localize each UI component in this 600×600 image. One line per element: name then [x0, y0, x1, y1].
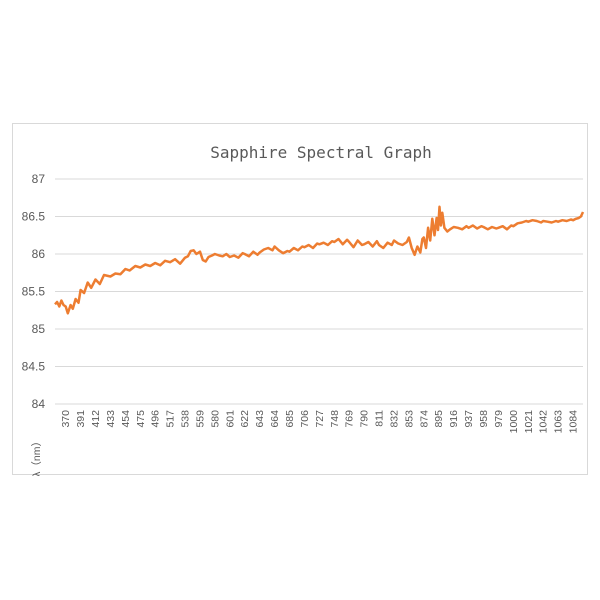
chart-title: Sapphire Spectral Graph	[210, 143, 432, 162]
x-tick-label: 706	[299, 410, 311, 428]
x-tick-label: 412	[90, 410, 102, 428]
series-layer	[54, 205, 585, 315]
x-tick-label: 895	[433, 410, 445, 428]
x-tick-label: 475	[135, 410, 147, 428]
gridlines	[55, 178, 583, 405]
x-tick-label: 811	[374, 410, 386, 427]
chart-frame: Sapphire Spectral Graph 84 84.5 85 85.5 86 86…	[12, 123, 588, 476]
y-tick-label: 86	[32, 247, 46, 261]
x-axis-tick-labels: 370 391 412 433 454 475 496 517 538 559 580 601 622 6…	[60, 410, 579, 434]
x-tick-label: 496	[150, 410, 162, 428]
x-tick-label: 769	[344, 410, 356, 428]
x-tick-label: 517	[165, 410, 177, 428]
y-tick-label: 86.5	[22, 210, 46, 224]
x-tick-label: 979	[493, 410, 505, 428]
x-tick-label: 391	[75, 410, 87, 428]
y-tick-label: 84.5	[22, 360, 46, 374]
x-tick-label: 622	[239, 410, 251, 428]
x-tick-label: 874	[418, 410, 430, 428]
x-tick-label: 958	[478, 410, 490, 428]
x-tick-label: 559	[194, 410, 206, 428]
x-tick-label: 643	[254, 410, 266, 428]
x-tick-label: 433	[105, 410, 117, 428]
x-axis-label: λ（nm）	[31, 436, 43, 476]
y-tick-label: 87	[32, 172, 46, 186]
x-tick-label: 727	[314, 410, 326, 428]
x-tick-label: 1021	[523, 410, 535, 434]
y-tick-label: 84	[32, 397, 46, 411]
y-tick-label: 85	[32, 322, 46, 336]
series-line	[54, 205, 585, 315]
x-tick-label: 454	[120, 410, 132, 428]
x-tick-label: 937	[463, 410, 475, 428]
x-tick-label: 664	[269, 410, 281, 428]
x-tick-label: 1063	[553, 410, 565, 434]
x-tick-label: 853	[403, 410, 415, 428]
x-tick-label: 538	[180, 410, 192, 428]
x-tick-label: 685	[284, 410, 296, 428]
x-tick-label: 1000	[508, 410, 520, 434]
x-tick-label: 370	[60, 410, 72, 428]
x-tick-label: 832	[388, 410, 400, 428]
x-tick-label: 601	[224, 410, 236, 428]
x-tick-label: 1042	[538, 410, 550, 434]
line-chart: Sapphire Spectral Graph 84 84.5 85 85.5 86 86…	[22, 143, 585, 476]
x-tick-label: 790	[359, 410, 371, 428]
x-tick-label: 1084	[568, 410, 580, 434]
x-tick-label: 916	[448, 410, 460, 428]
y-tick-label: 85.5	[22, 285, 46, 299]
x-tick-label: 580	[209, 410, 221, 428]
y-axis-tick-labels: 84 84.5 85 85.5 86 86.5 87	[22, 172, 46, 411]
x-tick-label: 748	[329, 410, 341, 428]
